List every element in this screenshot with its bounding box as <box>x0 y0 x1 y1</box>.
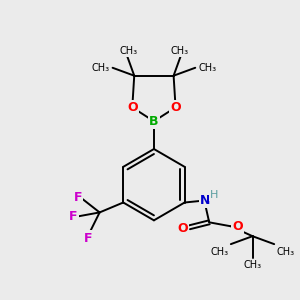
Text: CH₃: CH₃ <box>92 63 110 73</box>
Text: O: O <box>170 101 181 114</box>
Text: CH₃: CH₃ <box>211 247 229 257</box>
Text: CH₃: CH₃ <box>198 63 216 73</box>
Text: H: H <box>210 190 218 200</box>
Text: O: O <box>127 101 138 114</box>
Text: CH₃: CH₃ <box>276 247 294 257</box>
Text: O: O <box>232 220 243 233</box>
Text: O: O <box>177 222 188 235</box>
Text: CH₃: CH₃ <box>244 260 262 270</box>
Text: CH₃: CH₃ <box>119 46 137 56</box>
Text: N: N <box>200 194 211 207</box>
Text: F: F <box>74 191 82 204</box>
Text: F: F <box>69 210 77 223</box>
Text: B: B <box>149 115 159 128</box>
Text: F: F <box>84 232 92 245</box>
Text: CH₃: CH₃ <box>170 46 189 56</box>
